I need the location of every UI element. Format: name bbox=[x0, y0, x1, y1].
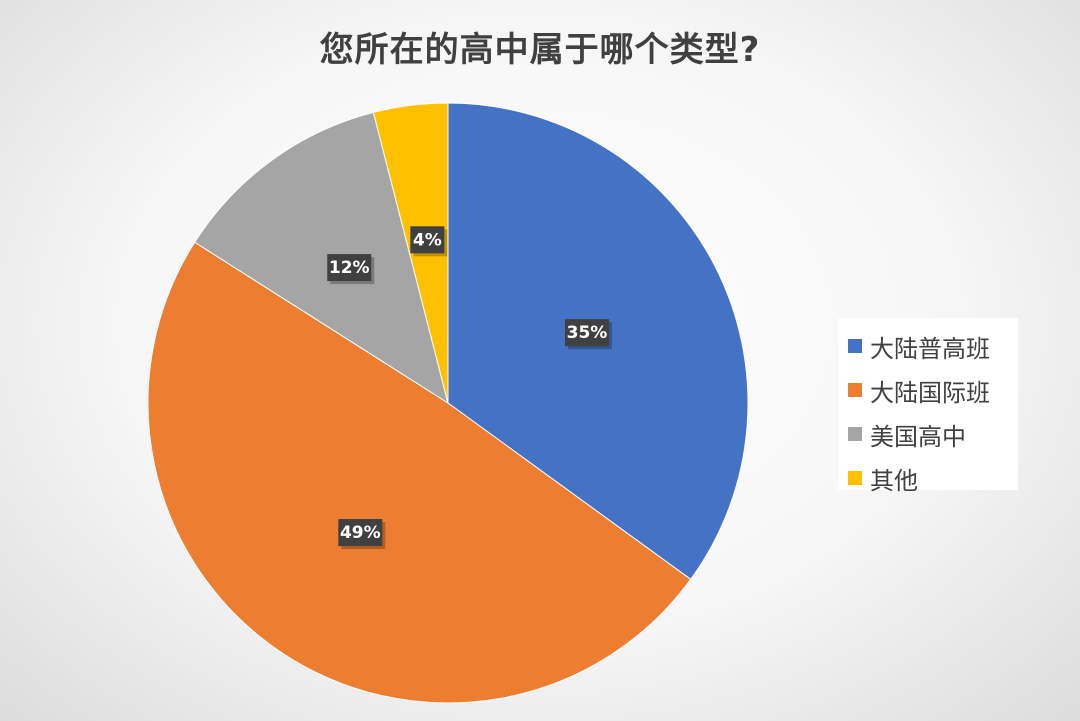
legend-item-2: 美国高中 bbox=[848, 412, 1018, 456]
legend-label-1: 大陆国际班 bbox=[870, 378, 990, 407]
legend-swatch-3 bbox=[848, 471, 862, 485]
svg-text:12%: 12% bbox=[329, 258, 370, 278]
legend-label-3: 其他 bbox=[870, 466, 918, 495]
legend-label-0: 大陆普高班 bbox=[870, 334, 990, 363]
svg-text:35%: 35% bbox=[567, 323, 608, 343]
legend-swatch-0 bbox=[848, 339, 862, 353]
data-label-0: 35% bbox=[564, 319, 612, 350]
data-label-2: 12% bbox=[327, 254, 375, 285]
svg-text:4%: 4% bbox=[413, 230, 442, 250]
svg-text:49%: 49% bbox=[340, 523, 381, 543]
legend-swatch-1 bbox=[848, 383, 862, 397]
legend-label-2: 美国高中 bbox=[870, 422, 966, 451]
legend-item-0: 大陆普高班 bbox=[848, 324, 1018, 368]
chart-title: 您所在的高中属于哪个类型? bbox=[319, 30, 761, 70]
pie-slice-2 bbox=[194, 111, 449, 405]
legend-item-3: 其他 bbox=[848, 456, 1018, 500]
legend-swatch-2 bbox=[848, 427, 862, 441]
data-label-1: 49% bbox=[338, 519, 386, 550]
legend-item-1: 大陆国际班 bbox=[848, 368, 1018, 412]
pie-slice-1 bbox=[147, 241, 692, 704]
data-label-3: 4% bbox=[410, 226, 448, 257]
legend: 大陆普高班大陆国际班美国高中其他 bbox=[838, 318, 1018, 495]
